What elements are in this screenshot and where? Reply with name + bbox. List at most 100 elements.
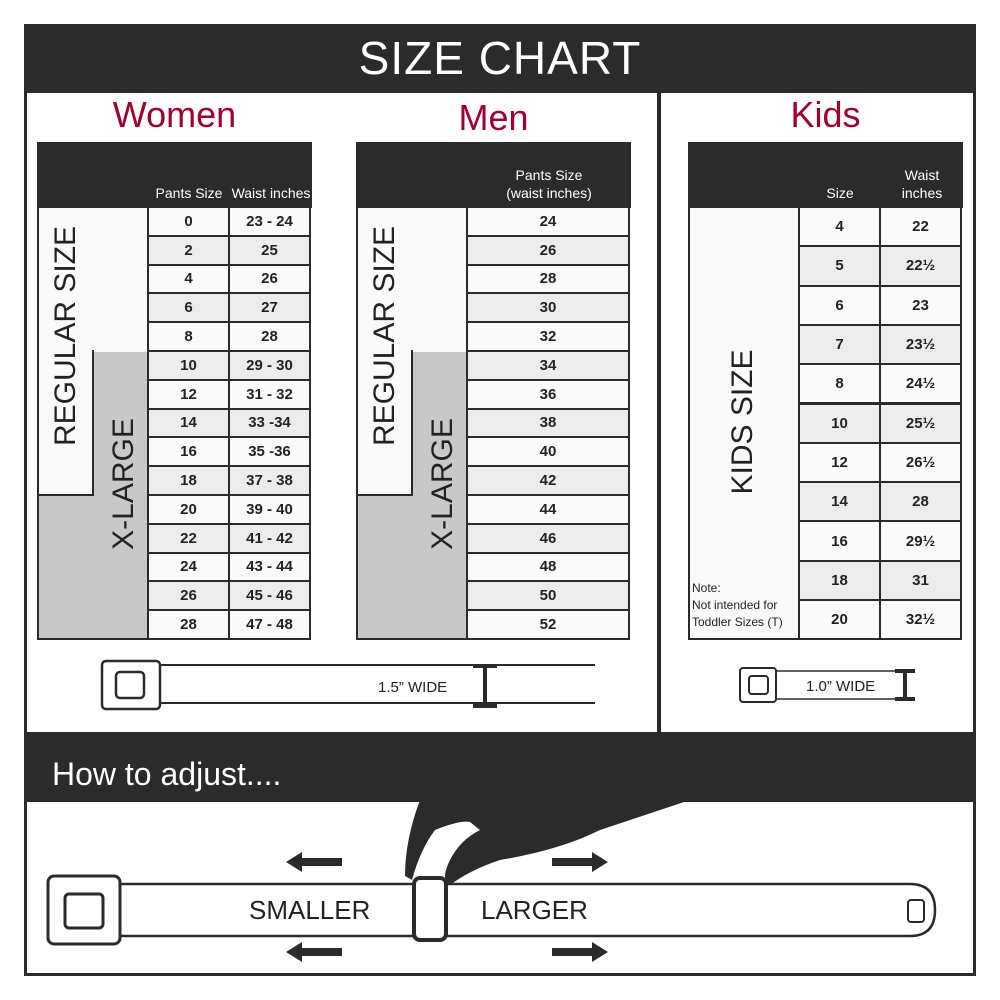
size-cell: 10 <box>147 350 230 381</box>
size-cell: 14 <box>147 407 230 439</box>
size-cell: 0 <box>147 206 230 237</box>
note-title: Note: <box>692 581 721 595</box>
waist-cell: 39 - 40 <box>228 494 311 525</box>
waist-cell: 43 - 44 <box>228 551 311 583</box>
size-cell: 20 <box>798 599 881 641</box>
waist-cell: 23 <box>879 284 962 326</box>
kids-table-header: Size Waist inches <box>688 142 963 208</box>
women-regular-region-lower <box>37 350 94 496</box>
size-cell: 26 <box>466 234 630 266</box>
kids-note: Note: Not intended for Toddler Sizes (T) <box>692 580 802 631</box>
waist-cell: 29 - 30 <box>228 350 311 381</box>
waist-cell: 25 <box>228 234 311 266</box>
size-cell: 36 <box>466 378 630 410</box>
waist-cell: 28 <box>879 481 962 523</box>
size-cell: 6 <box>147 292 230 324</box>
size-cell: 24 <box>466 206 630 237</box>
size-cell: 6 <box>798 284 881 326</box>
size-cell: 16 <box>147 436 230 468</box>
women-regular-label: REGULAR SIZE <box>49 225 82 447</box>
waist-cell: 26 <box>228 263 311 295</box>
waist-cell: 26½ <box>879 441 962 484</box>
kids-belt-illustration <box>739 667 915 703</box>
men-xlarge-label: X-LARGE <box>426 418 459 550</box>
size-cell: 32 <box>466 321 630 352</box>
size-cell: 52 <box>466 609 630 640</box>
adult-belt-width: 1.5” WIDE <box>378 679 448 696</box>
size-cell: 44 <box>466 494 630 525</box>
women-heading: Women <box>112 94 237 135</box>
size-cell: 10 <box>798 402 881 444</box>
waist-cell: 22 <box>879 206 962 248</box>
men-table-header: Pants Size (waist inches) <box>356 142 631 208</box>
size-cell: 18 <box>798 559 881 601</box>
size-cell: 30 <box>466 292 630 324</box>
size-cell: 28 <box>147 609 230 640</box>
waist-cell: 22½ <box>879 245 962 287</box>
size-cell: 8 <box>798 363 881 405</box>
size-cell: 26 <box>147 580 230 612</box>
size-cell: 46 <box>466 522 630 554</box>
kids-col-size: Size <box>826 185 854 201</box>
waist-cell: 31 <box>879 559 962 601</box>
size-cell: 48 <box>466 551 630 583</box>
women-xlarge-label: X-LARGE <box>107 418 140 550</box>
men-regular-region <box>356 206 468 352</box>
size-cell: 24 <box>147 551 230 583</box>
larger-label: LARGER <box>481 895 588 925</box>
size-cell: 28 <box>466 263 630 295</box>
size-cell: 12 <box>798 441 881 484</box>
size-cell: 4 <box>147 263 230 295</box>
waist-cell: 27 <box>228 292 311 324</box>
adjust-belt-illustration <box>46 800 937 962</box>
women-regular-region <box>37 206 149 352</box>
size-cell: 5 <box>798 245 881 287</box>
women-table-header: Pants Size Waist inches <box>37 142 312 208</box>
women-col-waist: Waist inches <box>231 185 311 201</box>
men-regular-region-lower <box>356 350 413 496</box>
size-cell: 20 <box>147 494 230 525</box>
waist-cell: 25½ <box>879 402 962 444</box>
adult-belt-illustration <box>100 659 595 711</box>
waist-cell: 37 - 38 <box>228 465 311 496</box>
men-col-pants: Pants Size (waist inches) <box>506 167 592 201</box>
waist-cell: 31 - 32 <box>228 378 311 410</box>
size-cell: 42 <box>466 465 630 496</box>
divider <box>657 93 661 733</box>
adjust-heading: How to adjust.... <box>24 732 976 802</box>
size-cell: 16 <box>798 520 881 562</box>
women-col-pants: Pants Size <box>155 185 223 201</box>
smaller-label: SMALLER <box>249 895 371 925</box>
men-heading: Men <box>458 97 529 138</box>
kids-heading: Kids <box>790 94 861 135</box>
size-cell: 2 <box>147 234 230 266</box>
note-line: Toddler Sizes (T) <box>692 615 783 629</box>
size-cell: 14 <box>798 481 881 523</box>
size-cell: 8 <box>147 321 230 352</box>
size-cell: 50 <box>466 580 630 612</box>
size-cell: 7 <box>798 323 881 366</box>
kids-size-label: KIDS SIZE <box>726 349 759 495</box>
waist-cell: 45 - 46 <box>228 580 311 612</box>
waist-cell: 28 <box>228 321 311 352</box>
size-cell: 4 <box>798 206 881 248</box>
waist-cell: 32½ <box>879 599 962 641</box>
waist-cell: 23 - 24 <box>228 206 311 237</box>
men-regular-label: REGULAR SIZE <box>368 225 401 447</box>
waist-cell: 33 -34 <box>228 407 311 439</box>
size-cell: 22 <box>147 522 230 554</box>
size-cell: 18 <box>147 465 230 496</box>
waist-cell: 23½ <box>879 323 962 366</box>
waist-cell: 41 - 42 <box>228 522 311 554</box>
size-cell: 38 <box>466 407 630 439</box>
waist-cell: 35 -36 <box>228 436 311 468</box>
kids-col-waist: Waist inches <box>901 167 943 201</box>
page-title: SIZE CHART <box>24 24 976 93</box>
note-line: Not intended for <box>692 598 778 612</box>
size-cell: 40 <box>466 436 630 468</box>
waist-cell: 24½ <box>879 363 962 405</box>
waist-cell: 29½ <box>879 520 962 562</box>
kids-belt-width: 1.0” WIDE <box>806 678 876 695</box>
waist-cell: 47 - 48 <box>228 609 311 640</box>
size-cell: 12 <box>147 378 230 410</box>
